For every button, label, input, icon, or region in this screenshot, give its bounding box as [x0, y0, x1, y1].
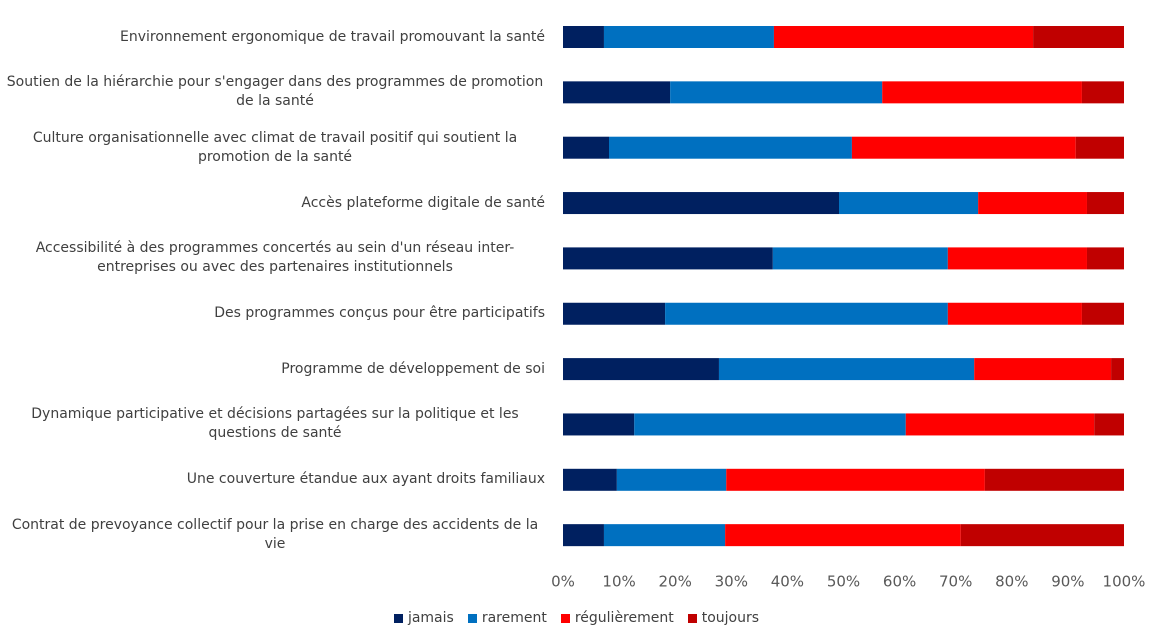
legend-swatch [393, 613, 403, 623]
category-label: Dynamique participative et décisions par… [0, 399, 545, 449]
category-label: Soutien de la hiérarchie pour s'engager … [0, 67, 545, 117]
legend-label: régulièrement [574, 610, 674, 626]
bar-segment [1081, 81, 1124, 104]
category-label: Une couverture étandue aux ayant droits … [0, 455, 545, 505]
category-text: Accès plateforme digitale de santé [301, 194, 545, 211]
bar-segment [563, 26, 604, 48]
x-tick-label: 20% [659, 573, 692, 591]
bar-segment [563, 136, 610, 159]
x-tick-label: 100% [1103, 573, 1146, 591]
bar-segment [905, 413, 1095, 436]
bar-segment [563, 524, 604, 547]
bar-segment [839, 192, 979, 215]
bar-segment [1033, 26, 1124, 48]
bar-segment [718, 358, 975, 381]
category-text: Contrat de prevoyance collectif pour la … [11, 517, 539, 553]
legend-swatch [687, 613, 697, 623]
legend-item: régulièrement [560, 610, 674, 626]
bar-segment [851, 136, 1076, 159]
bar-segment [1094, 413, 1124, 436]
bar-segment [960, 524, 1124, 547]
x-tick-label: 80% [995, 573, 1028, 591]
x-tick-label: 30% [715, 573, 748, 591]
category-text: Environnement ergonomique de travail pro… [120, 28, 545, 45]
legend-label: toujours [701, 610, 760, 626]
x-tick-label: 0% [551, 573, 575, 591]
bar-segment [563, 302, 666, 325]
bar-segment [563, 468, 617, 491]
bar-segment [609, 136, 852, 159]
bar-segment [978, 192, 1087, 215]
x-tick-label: 40% [771, 573, 804, 591]
x-tick-label: 10% [602, 573, 635, 591]
bar-segment [773, 26, 1034, 48]
bar-segment [563, 192, 840, 215]
category-text: Programme de développement de soi [281, 360, 545, 377]
category-label: Culture organisationnelle avec climat de… [0, 123, 545, 173]
x-tick-label: 50% [827, 573, 860, 591]
bar-segment [984, 468, 1124, 491]
category-label: Programme de développement de soi [0, 344, 545, 394]
bar-segment [603, 26, 774, 48]
bar-segment [616, 468, 727, 491]
legend-item: toujours [687, 610, 760, 626]
category-text: Des programmes conçus pour être particip… [214, 305, 545, 322]
legend-swatch [467, 613, 477, 623]
category-label: Des programmes conçus pour être particip… [0, 289, 545, 339]
category-text: Une couverture étandue aux ayant droits … [186, 471, 545, 488]
x-tick-label: 60% [883, 573, 916, 591]
bar-segment [1086, 192, 1124, 215]
category-text: Dynamique participative et décisions par… [31, 406, 519, 442]
x-tick-label: 70% [939, 573, 972, 591]
bar-segment [974, 358, 1112, 381]
legend-item: rarement [467, 610, 547, 626]
bar-segment [726, 468, 985, 491]
category-label: Accès plateforme digitale de santé [0, 178, 545, 228]
category-label: Contrat de prevoyance collectif pour la … [0, 510, 545, 560]
bar-segment [563, 247, 773, 270]
bar-segment [670, 81, 883, 104]
category-text: Accessibilité à des programmes concertés… [35, 240, 515, 276]
bar-segment [603, 524, 726, 547]
legend-swatch [560, 613, 570, 623]
bar-segment [634, 413, 906, 436]
legend-label: rarement [481, 610, 547, 626]
bar-segment [772, 247, 948, 270]
category-label: Environnement ergonomique de travail pro… [0, 12, 545, 62]
legend-item: jamais [393, 610, 454, 626]
bar-segment [1086, 247, 1124, 270]
bar-segment [725, 524, 961, 547]
bar-segment [1081, 302, 1124, 325]
x-tick-label: 90% [1051, 573, 1084, 591]
bar-segment [563, 413, 635, 436]
category-label: Accessibilité à des programmes concertés… [0, 233, 545, 283]
bar-segment [882, 81, 1082, 104]
legend: jamais rarement régulièrement toujours [0, 610, 1153, 626]
bar-segment [947, 247, 1087, 270]
bar-segment [563, 358, 719, 381]
bar-segment [947, 302, 1082, 325]
category-text: Culture organisationnelle avec climat de… [32, 129, 518, 165]
bar-segment [563, 81, 671, 104]
bar-segment [1075, 136, 1124, 159]
category-text: Soutien de la hiérarchie pour s'engager … [6, 74, 544, 110]
legend-label: jamais [407, 610, 454, 626]
bar-segment [665, 302, 948, 325]
bar-segment [1111, 358, 1124, 381]
